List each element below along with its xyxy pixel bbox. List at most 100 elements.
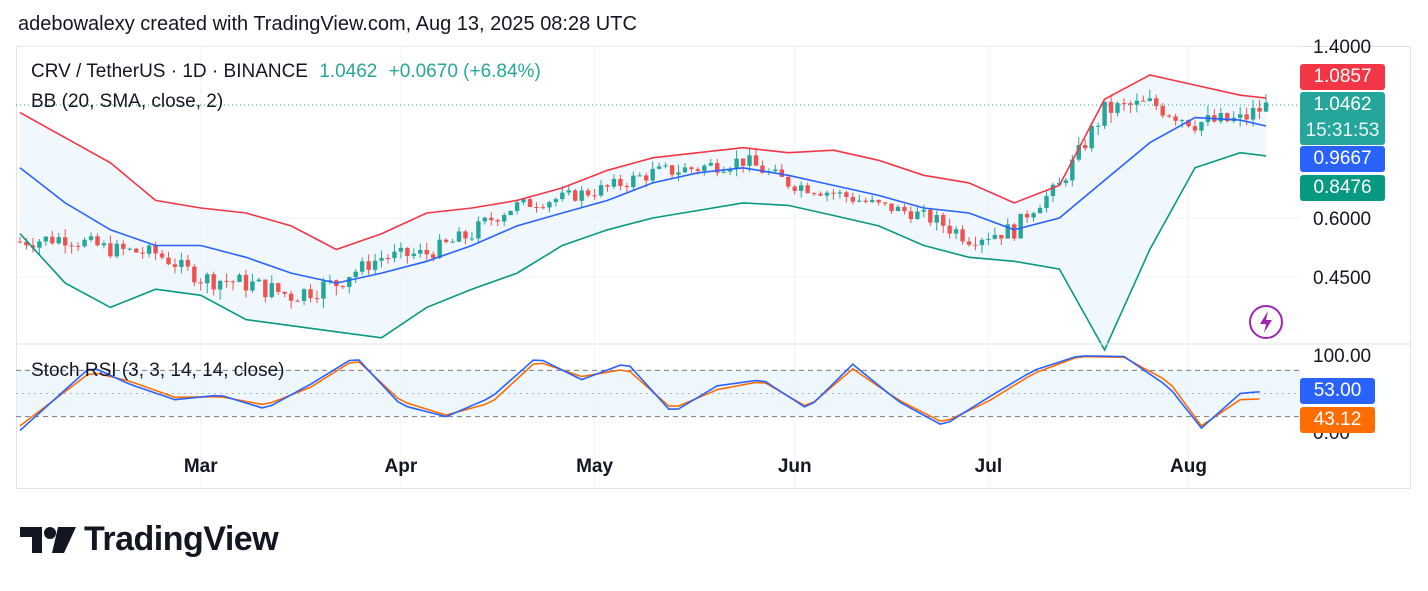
candle-body <box>205 274 210 284</box>
candle-body <box>411 253 417 257</box>
candle-body <box>805 185 810 194</box>
candle-body <box>185 259 191 267</box>
candle-body <box>818 193 823 196</box>
candle-body <box>695 169 701 171</box>
candle-body <box>95 236 100 246</box>
candle-body <box>895 206 901 212</box>
candle-body <box>101 243 107 246</box>
candle-body <box>1218 113 1224 122</box>
candle-body <box>824 192 830 196</box>
candle-body <box>644 175 649 181</box>
candle-body <box>624 186 630 188</box>
candle-body <box>656 166 662 169</box>
symbol-legend[interactable]: CRV / TetherUS · 1D · BINANCE 1.0462 +0.… <box>31 61 541 83</box>
candle-body <box>721 171 726 173</box>
tradingview-brand[interactable]: TradingView <box>20 520 279 559</box>
candle-body <box>469 238 475 240</box>
candle-body <box>1179 120 1185 122</box>
candle-body <box>385 257 391 259</box>
candle-body <box>443 239 449 243</box>
bb-legend[interactable]: BB (20, SMA, close, 2) <box>31 91 224 112</box>
candle-body <box>192 266 197 283</box>
price-axis-label: 0.4500 <box>1313 268 1371 289</box>
candle-body <box>553 199 559 203</box>
candle-body <box>24 241 29 246</box>
candle-body <box>1063 180 1069 183</box>
candle-body <box>863 200 868 202</box>
time-axis-label: Apr <box>385 456 418 477</box>
price-change: +0.0670 (+6.84%) <box>388 61 541 82</box>
candle-body <box>1263 102 1269 112</box>
bb-basis-line <box>19 116 1267 284</box>
time-axis-label: Jul <box>975 456 1002 477</box>
candle-body <box>831 192 836 194</box>
candle-body <box>579 190 584 201</box>
candle-body <box>1225 113 1230 122</box>
candle-body <box>230 281 236 283</box>
candle-body <box>708 163 713 166</box>
candle-body <box>637 175 642 177</box>
candle-body <box>140 252 145 254</box>
last-price-tag: 1.0462 15:31:53 <box>1300 92 1385 145</box>
chart-header: adebowalexy created with TradingView.com… <box>18 13 637 35</box>
stoch-k-line <box>19 355 1260 432</box>
candle-body <box>585 190 591 196</box>
candle-body <box>928 209 933 223</box>
candle-body <box>146 245 152 254</box>
candle-body <box>676 172 681 175</box>
candle-body <box>521 199 526 203</box>
candle-body <box>715 163 720 173</box>
candle-body <box>276 283 281 292</box>
candle-body <box>288 293 294 301</box>
candle-body <box>463 231 468 239</box>
candle-body <box>598 185 604 196</box>
candle-body <box>134 248 139 253</box>
symbol-name: CRV / TetherUS · 1D · BINANCE <box>31 61 308 82</box>
time-axis-label: Jun <box>778 456 812 477</box>
candle-body <box>256 279 262 282</box>
candle-body <box>986 238 991 240</box>
candle-body <box>979 239 985 246</box>
candle-body <box>973 244 978 246</box>
candle-body <box>418 249 423 254</box>
candle-body <box>663 165 668 167</box>
time-axis-label: May <box>576 456 613 477</box>
stoch-legend[interactable]: Stoch RSI (3, 3, 14, 14, close) <box>31 360 285 381</box>
candle-body <box>573 190 578 201</box>
candle-body <box>753 155 759 166</box>
candle-body <box>482 217 488 222</box>
candle-body <box>62 237 68 246</box>
time-axis-label: Mar <box>184 456 218 477</box>
lower-band-tag: 0.8476 <box>1300 175 1385 201</box>
candle-body <box>734 158 739 170</box>
candle-body <box>1012 224 1017 239</box>
candle-body <box>456 231 462 242</box>
candle-body <box>308 289 313 299</box>
candle-body <box>1166 115 1172 117</box>
candle-body <box>172 264 178 268</box>
candle-body <box>1141 100 1146 102</box>
candle-body <box>340 286 345 288</box>
candle-body <box>786 176 791 187</box>
candle-body <box>876 199 881 203</box>
candle-body <box>1244 114 1249 120</box>
candle-body <box>114 243 120 257</box>
candle-body <box>547 202 552 208</box>
candle-body <box>17 241 23 243</box>
candle-body <box>889 203 894 212</box>
candle-body <box>1154 98 1159 107</box>
candle-body <box>682 167 688 173</box>
last-price-value: 1.0462 <box>1313 94 1372 115</box>
candle-body <box>108 243 113 257</box>
candle-body <box>908 211 914 220</box>
lightning-icon[interactable] <box>1249 305 1283 339</box>
candle-body <box>1108 101 1114 113</box>
candle-body <box>166 257 171 265</box>
candle-body <box>1134 100 1140 105</box>
candle-body <box>392 251 397 259</box>
candle-body <box>1018 213 1023 239</box>
candle-body <box>1102 101 1107 126</box>
candle-body <box>1089 125 1094 149</box>
candle-body <box>966 241 972 245</box>
